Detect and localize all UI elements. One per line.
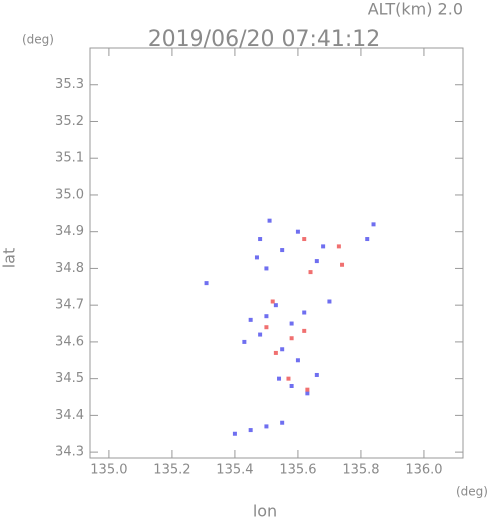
- point: [264, 424, 269, 429]
- altitude: ALT(km) 2.0: [368, 0, 463, 19]
- y-tick-label: 34.7: [55, 298, 84, 313]
- point: [286, 376, 291, 381]
- point: [314, 372, 319, 377]
- point: [365, 237, 370, 242]
- x-tick-label: 135.8: [342, 463, 379, 478]
- point: [302, 328, 307, 333]
- point: [305, 387, 310, 392]
- point: [280, 347, 285, 352]
- x-tick-label: 135.2: [153, 463, 190, 478]
- point: [336, 244, 341, 249]
- plot-frame: [89, 47, 464, 459]
- point: [273, 350, 278, 355]
- point: [204, 281, 209, 286]
- point: [264, 314, 269, 319]
- y-tick-label: 34.4: [55, 408, 84, 423]
- point: [302, 237, 307, 242]
- x-tick-label: 135.6: [279, 463, 316, 478]
- point: [289, 321, 294, 326]
- point: [264, 266, 269, 271]
- y-tick-label: 34.3: [55, 445, 84, 460]
- point: [242, 339, 247, 344]
- point: [280, 248, 285, 253]
- point: [295, 358, 300, 363]
- x-axis-label: lon: [253, 502, 277, 521]
- y-tick-label: 35.0: [55, 187, 84, 202]
- point: [371, 222, 376, 227]
- point: [308, 270, 313, 275]
- y-axis-label: lat: [0, 248, 19, 269]
- y-tick-label: 34.9: [55, 224, 84, 239]
- point: [295, 229, 300, 234]
- point: [305, 391, 310, 396]
- x-unit: (deg): [456, 485, 488, 499]
- y-tick-label: 34.5: [55, 371, 84, 386]
- point: [248, 428, 253, 433]
- y-tick-label: 35.3: [55, 77, 84, 92]
- point: [340, 262, 345, 267]
- point: [289, 383, 294, 388]
- point: [254, 255, 259, 260]
- point: [258, 332, 263, 337]
- point: [258, 237, 263, 242]
- x-tick-label: 135.4: [216, 463, 253, 478]
- y-unit: (deg): [22, 33, 54, 47]
- point: [273, 303, 278, 308]
- y-tick-label: 34.6: [55, 334, 84, 349]
- y-tick-label: 35.2: [55, 114, 84, 129]
- point: [327, 299, 332, 304]
- point: [314, 259, 319, 264]
- point: [232, 431, 237, 436]
- point: [289, 336, 294, 341]
- y-tick-label: 35.1: [55, 151, 84, 166]
- x-tick-label: 136.0: [405, 463, 442, 478]
- x-tick-label: 135.0: [90, 463, 127, 478]
- point: [264, 325, 269, 330]
- point: [267, 218, 272, 223]
- y-tick-label: 34.8: [55, 261, 84, 276]
- point: [277, 376, 282, 381]
- point: [321, 244, 326, 249]
- point: [248, 317, 253, 322]
- point: [280, 420, 285, 425]
- point: [302, 310, 307, 315]
- point: [270, 299, 275, 304]
